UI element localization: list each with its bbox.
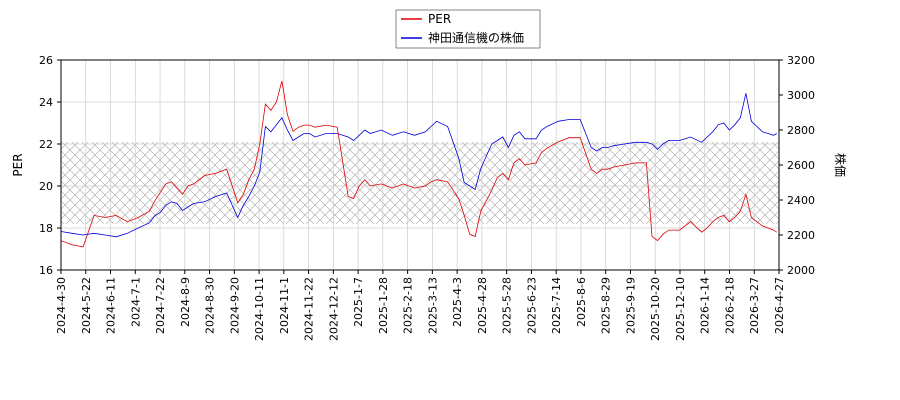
x-tick-label: 2024-11-22: [303, 277, 316, 341]
x-tick-label: 2024-7-1: [129, 277, 142, 327]
x-tick-label: 2025-1-28: [377, 277, 390, 334]
x-tick-label: 2025-9-19: [624, 277, 637, 334]
x-tick-label: 2025-10-20: [649, 277, 662, 341]
x-tick-label: 2025-6-23: [525, 277, 538, 334]
right-tick-label: 3000: [787, 89, 815, 102]
left-tick-label: 20: [39, 180, 53, 193]
x-axis: 2024-4-30 2024-5-22 2024-6-11 2024-7-1 2024-…: [55, 270, 786, 341]
x-tick-label: 2025-8-6: [575, 277, 588, 327]
x-tick-label: 2025-1-7: [352, 277, 365, 327]
x-tick-label: 2024-8-30: [204, 277, 217, 334]
per-line: [61, 80, 778, 248]
right-tick-label: 2600: [787, 159, 815, 172]
x-tick-label: 2026-4-27: [773, 277, 786, 334]
right-tick-label: 3200: [787, 54, 815, 67]
right-tick-label: 2400: [787, 194, 815, 207]
x-tick-label: 2025-3-13: [426, 277, 439, 334]
legend-box: [395, 9, 541, 49]
left-axis-label: PER: [11, 153, 25, 176]
x-tick-label: 2026-2-18: [723, 277, 736, 334]
right-axis-label: 株価: [833, 153, 848, 177]
right-axis: 2000 2200 2400 2600 2800 3000 3200: [779, 54, 815, 277]
x-tick-label: 2025-12-10: [674, 277, 687, 341]
left-tick-label: 18: [39, 222, 53, 235]
x-tick-label: 2025-5-28: [501, 277, 514, 334]
x-tick-label: 2025-2-18: [402, 277, 415, 334]
legend-entry-stock: 神田通信機の株価: [428, 30, 524, 45]
x-tick-label: 2024-4-30: [55, 277, 68, 334]
right-tick-label: 2800: [787, 124, 815, 137]
left-tick-label: 22: [39, 138, 53, 151]
x-tick-label: 2025-4-3: [451, 277, 464, 327]
legend-entry-per: PER: [428, 12, 451, 26]
x-tick-label: 2024-8-9: [179, 277, 192, 327]
x-tick-label: 2024-6-11: [105, 277, 118, 334]
x-tick-label: 2025-8-29: [600, 277, 613, 334]
left-axis: 16 18 20 22 24 26: [39, 54, 61, 277]
left-tick-label: 24: [39, 96, 53, 109]
left-tick-label: 26: [39, 54, 53, 67]
x-tick-label: 2026-1-14: [699, 277, 712, 334]
x-tick-label: 2024-9-20: [228, 277, 241, 334]
x-tick-label: 2024-10-11: [253, 277, 266, 341]
x-tick-label: 2025-4-28: [476, 277, 489, 334]
right-tick-label: 2200: [787, 229, 815, 242]
stock-price-line: [61, 93, 777, 238]
x-tick-label: 2024-5-22: [80, 277, 93, 334]
x-tick-label: 2025-7-14: [550, 277, 563, 334]
x-tick-label: 2026-3-27: [748, 277, 761, 334]
x-tick-label: 2024-7-22: [154, 277, 167, 334]
grid-lines: [60, 59, 780, 271]
x-tick-label: 2024-12-12: [327, 277, 340, 341]
range-band: [61, 141, 779, 224]
x-tick-label: 2024-11-1: [278, 277, 291, 334]
left-tick-label: 16: [39, 264, 53, 277]
right-tick-label: 2000: [787, 264, 815, 277]
legend: PER 神田通信機の株価: [395, 9, 541, 49]
